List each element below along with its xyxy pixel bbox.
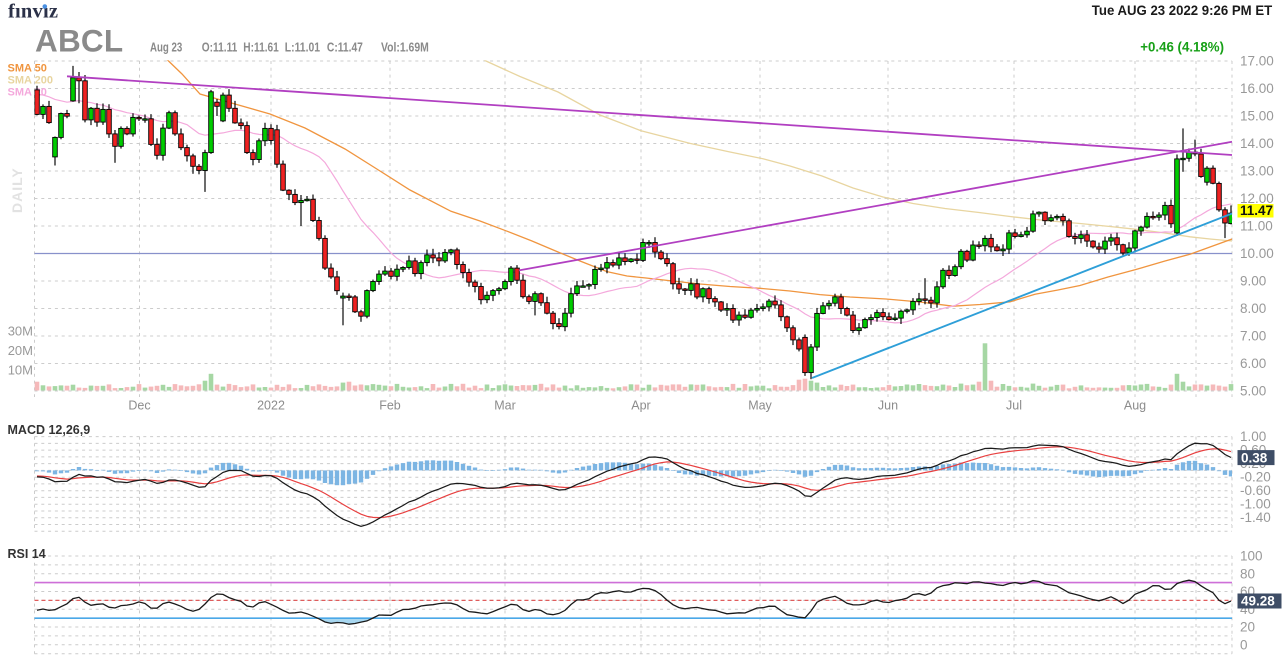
svg-text:SMA 200: SMA 200 (8, 75, 53, 87)
svg-text:11.47: 11.47 (1240, 203, 1273, 218)
svg-text:Tue AUG 23 2022 9:26 PM ET: Tue AUG 23 2022 9:26 PM ET (1092, 2, 1273, 18)
svg-text:0: 0 (1240, 637, 1248, 652)
svg-text:0.38: 0.38 (1241, 450, 1268, 465)
svg-text:H:11.61: H:11.61 (243, 41, 279, 55)
svg-text:14.00: 14.00 (1240, 136, 1274, 151)
svg-text:5.00: 5.00 (1240, 384, 1266, 399)
svg-text:Feb: Feb (379, 399, 401, 413)
svg-text:13.00: 13.00 (1240, 164, 1274, 179)
svg-text:Aug: Aug (1124, 399, 1146, 413)
svg-text:15.00: 15.00 (1240, 109, 1274, 124)
svg-text:11.00: 11.00 (1240, 219, 1273, 234)
svg-text:7.00: 7.00 (1240, 329, 1266, 344)
svg-text:20M: 20M (8, 343, 33, 358)
svg-text:Dec: Dec (128, 399, 150, 413)
svg-text:10M: 10M (8, 363, 33, 378)
svg-text:SMA 20: SMA 20 (8, 87, 47, 99)
svg-text:2022: 2022 (257, 399, 285, 413)
svg-text:Mar: Mar (494, 399, 516, 413)
svg-text:+0.46 (4.18%): +0.46 (4.18%) (1140, 40, 1224, 55)
svg-text:DAILY: DAILY (9, 167, 25, 213)
svg-text:30M: 30M (8, 323, 33, 338)
svg-text:Aug 23: Aug 23 (150, 41, 182, 55)
svg-text:9.00: 9.00 (1240, 274, 1266, 289)
svg-text:6.00: 6.00 (1240, 356, 1266, 371)
svg-text:SMA 50: SMA 50 (8, 63, 47, 75)
svg-text:100: 100 (1240, 549, 1263, 564)
svg-text:17.00: 17.00 (1240, 54, 1274, 69)
svg-text:Apr: Apr (631, 399, 650, 413)
svg-text:O:11.11: O:11.11 (202, 41, 238, 55)
svg-text:16.00: 16.00 (1240, 81, 1274, 96)
svg-text:8.00: 8.00 (1240, 301, 1266, 316)
svg-text:RSI 14: RSI 14 (8, 547, 46, 561)
svg-text:80: 80 (1240, 566, 1255, 581)
svg-text:-1.40: -1.40 (1240, 510, 1271, 525)
svg-text:C:11.47: C:11.47 (327, 41, 363, 55)
svg-text:fınvız: fınvız (8, 1, 58, 23)
svg-text:10.00: 10.00 (1240, 246, 1274, 261)
svg-text:MACD 12,26,9: MACD 12,26,9 (8, 423, 91, 437)
svg-text:Vol:1.69M: Vol:1.69M (381, 41, 429, 55)
svg-text:49.28: 49.28 (1241, 594, 1275, 609)
svg-text:20: 20 (1240, 620, 1255, 635)
svg-text:Jul: Jul (1006, 399, 1022, 413)
svg-text:Jun: Jun (878, 399, 898, 413)
svg-text:ABCL: ABCL (35, 22, 123, 58)
svg-text:L:11.01: L:11.01 (285, 41, 320, 55)
svg-text:May: May (748, 399, 772, 413)
